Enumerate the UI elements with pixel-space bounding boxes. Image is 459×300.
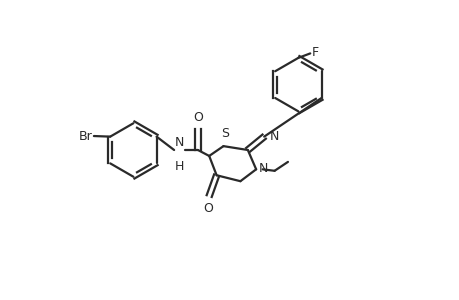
Text: H: H: [175, 160, 184, 172]
Text: N: N: [258, 162, 267, 175]
Text: N: N: [174, 136, 184, 149]
Text: F: F: [311, 46, 318, 59]
Text: O: O: [202, 202, 212, 215]
Text: S: S: [220, 127, 229, 140]
Text: O: O: [192, 111, 202, 124]
Text: N: N: [269, 130, 278, 142]
Text: Br: Br: [78, 130, 92, 142]
